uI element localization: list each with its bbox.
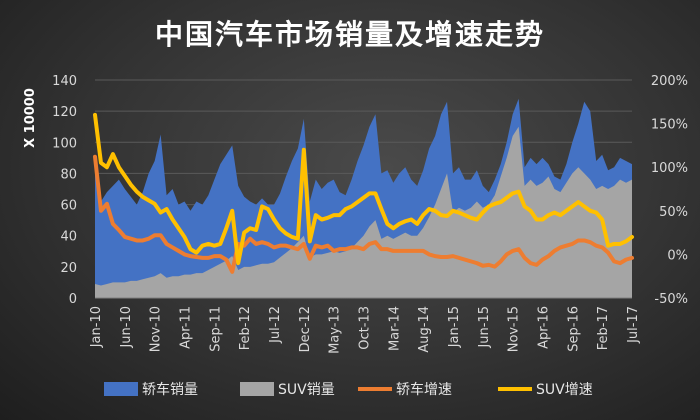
y-tick-label: 100 bbox=[52, 136, 77, 151]
line-series-1 bbox=[93, 112, 634, 266]
x-tick-label: Jul-12 bbox=[268, 306, 283, 344]
x-tick-label: Nov-15 bbox=[507, 306, 522, 352]
y-axis-right: -50% 0% 50% 100% 150% 200% bbox=[651, 74, 688, 307]
y2-tick-label: -50% bbox=[654, 292, 688, 307]
legend-label-3: SUV增速 bbox=[536, 382, 593, 398]
x-tick-label: Jun-10 bbox=[119, 306, 134, 349]
y2-tick-label: 150% bbox=[651, 118, 688, 133]
x-axis: Jan-10 Jun-10 Nov-10 Apr-11 Sep-11 Feb-12 Jul-… bbox=[89, 297, 641, 354]
legend-swatch-1 bbox=[240, 382, 274, 396]
y-axis-label: X 10000 bbox=[23, 88, 38, 148]
y-tick-label: 120 bbox=[52, 105, 77, 120]
x-tick-label: Jan-10 bbox=[89, 306, 104, 348]
y-tick-label: 140 bbox=[52, 74, 77, 89]
x-tick-label: Dec-12 bbox=[298, 306, 313, 352]
legend-label-1: SUV销量 bbox=[278, 382, 335, 398]
x-tick-label: Jun-15 bbox=[477, 306, 492, 349]
y2-tick-label: 0% bbox=[667, 248, 688, 263]
y2-tick-label: 200% bbox=[651, 74, 688, 89]
legend-swatch-0 bbox=[104, 382, 138, 396]
y-tick-label: 80 bbox=[60, 167, 77, 182]
line-series bbox=[93, 112, 634, 274]
x-tick-label: Apr-16 bbox=[537, 306, 552, 349]
x-tick-label: Mar-14 bbox=[387, 306, 402, 351]
y2-tick-label: 50% bbox=[659, 205, 688, 220]
x-tick-label: Nov-10 bbox=[149, 306, 164, 352]
legend-swatch-2 bbox=[358, 387, 392, 391]
y-tick-label: 20 bbox=[60, 261, 77, 276]
y2-tick-label: 100% bbox=[651, 161, 688, 176]
x-tick-label: Apr-11 bbox=[179, 306, 194, 349]
x-tick-label: Jul-17 bbox=[626, 306, 641, 344]
area-series-1 bbox=[95, 126, 632, 299]
y-axis-left: 0 20 40 60 80 100 120 140 bbox=[52, 74, 77, 307]
x-tick-label: Sep-11 bbox=[208, 306, 223, 352]
x-tick-label: Feb-12 bbox=[238, 306, 253, 350]
y-tick-label: 0 bbox=[69, 292, 77, 307]
legend-label-2: 轿车增速 bbox=[396, 381, 452, 398]
legend-swatch-3 bbox=[498, 387, 532, 391]
x-tick-label: Jan-15 bbox=[447, 306, 462, 348]
y-tick-label: 40 bbox=[60, 230, 77, 245]
x-tick-label: May-13 bbox=[328, 306, 343, 354]
y-tick-label: 60 bbox=[60, 199, 77, 214]
x-tick-label: Sep-16 bbox=[566, 306, 581, 352]
x-tick-label: Aug-14 bbox=[417, 306, 432, 353]
chart-title: 中国汽车市场销量及增速走势 bbox=[155, 18, 545, 51]
chart-legend: 轿车销量 SUV销量 轿车增速 SUV增速 bbox=[104, 381, 593, 398]
x-tick-label: Oct-13 bbox=[358, 306, 373, 350]
legend-label-0: 轿车销量 bbox=[142, 381, 198, 398]
line-series-0 bbox=[93, 154, 634, 274]
x-tick-label: Feb-17 bbox=[596, 306, 611, 350]
